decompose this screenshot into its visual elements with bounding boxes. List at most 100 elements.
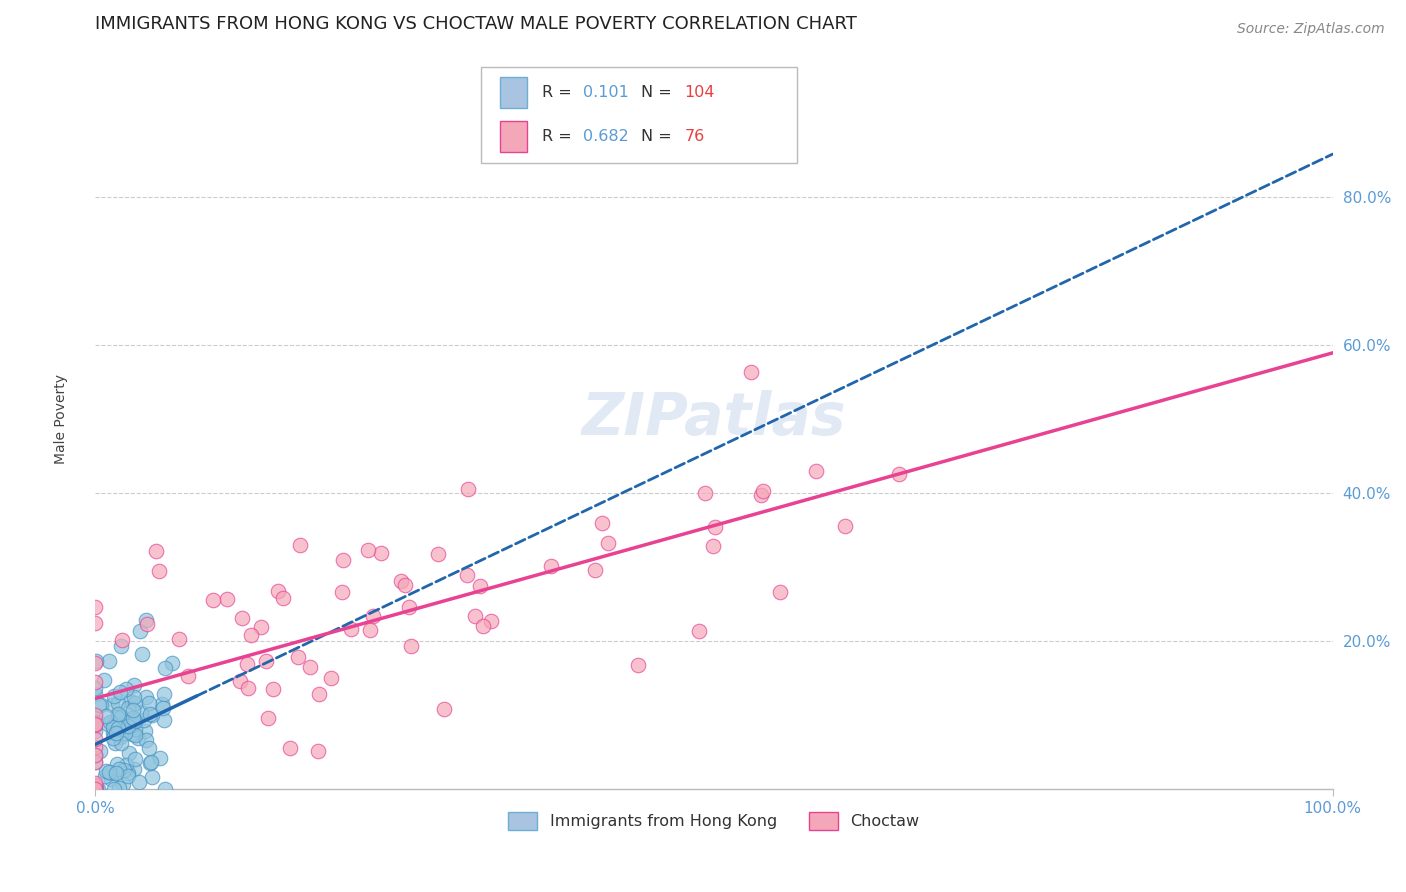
Point bbox=[111, 710, 134, 724]
Point bbox=[472, 619, 495, 633]
Point bbox=[101, 720, 124, 734]
Point bbox=[86, 781, 108, 796]
Point bbox=[84, 781, 107, 796]
Point bbox=[84, 681, 107, 696]
Point bbox=[290, 538, 312, 552]
Point bbox=[96, 708, 118, 723]
Point bbox=[124, 696, 146, 710]
Point bbox=[84, 776, 107, 790]
Point bbox=[93, 673, 115, 688]
Point bbox=[112, 763, 135, 777]
Point bbox=[752, 484, 775, 499]
Point bbox=[115, 682, 138, 697]
Point bbox=[391, 574, 413, 588]
Point bbox=[84, 599, 107, 614]
Point bbox=[98, 654, 121, 668]
Point bbox=[231, 610, 253, 624]
Point bbox=[134, 713, 156, 727]
Point bbox=[103, 726, 125, 740]
Point bbox=[84, 778, 107, 792]
Point bbox=[114, 726, 136, 740]
Point bbox=[148, 564, 170, 578]
Point bbox=[84, 755, 107, 769]
Text: Source: ZipAtlas.com: Source: ZipAtlas.com bbox=[1237, 22, 1385, 37]
Point bbox=[703, 519, 725, 533]
Point bbox=[84, 711, 107, 725]
Point bbox=[217, 592, 239, 607]
Point bbox=[108, 708, 131, 723]
Point bbox=[110, 717, 132, 731]
Text: R =: R = bbox=[541, 128, 576, 144]
Text: 0.101: 0.101 bbox=[582, 86, 628, 100]
Point bbox=[107, 762, 129, 776]
Point bbox=[101, 724, 124, 739]
Point bbox=[250, 620, 273, 634]
Point bbox=[468, 579, 491, 593]
Point bbox=[84, 714, 107, 729]
Point bbox=[688, 624, 710, 639]
Point bbox=[278, 741, 301, 756]
Point bbox=[107, 722, 129, 736]
Point bbox=[120, 718, 142, 732]
Point bbox=[120, 716, 142, 731]
Point bbox=[84, 748, 107, 763]
Point bbox=[357, 542, 380, 557]
Point bbox=[122, 711, 145, 725]
Point bbox=[84, 756, 107, 770]
Point bbox=[627, 658, 650, 673]
Point bbox=[702, 539, 724, 553]
Point bbox=[104, 718, 127, 732]
Point bbox=[145, 543, 167, 558]
Point bbox=[177, 669, 200, 683]
Text: N =: N = bbox=[641, 86, 676, 100]
Point bbox=[110, 710, 132, 724]
Point bbox=[84, 732, 107, 747]
Point bbox=[100, 766, 122, 780]
Point bbox=[135, 690, 157, 704]
Point bbox=[271, 591, 294, 605]
Point bbox=[110, 731, 132, 745]
Point bbox=[236, 681, 259, 695]
Point bbox=[84, 740, 107, 755]
Point bbox=[117, 719, 139, 733]
Point bbox=[100, 772, 122, 786]
Point bbox=[117, 700, 139, 714]
Point bbox=[111, 633, 134, 648]
Point bbox=[456, 567, 478, 582]
FancyBboxPatch shape bbox=[481, 67, 797, 163]
Point bbox=[287, 650, 309, 665]
Point bbox=[103, 781, 125, 796]
Point bbox=[152, 701, 174, 715]
Text: 76: 76 bbox=[685, 128, 704, 144]
Point bbox=[370, 546, 392, 560]
Point bbox=[167, 632, 190, 647]
Point bbox=[138, 696, 160, 710]
Point bbox=[141, 708, 163, 723]
Point bbox=[87, 698, 110, 712]
Point bbox=[97, 765, 120, 780]
Point bbox=[122, 690, 145, 705]
Point bbox=[84, 718, 107, 732]
Point bbox=[86, 654, 108, 668]
Point bbox=[112, 777, 135, 791]
Point bbox=[321, 671, 343, 685]
Point bbox=[228, 673, 250, 688]
Point bbox=[332, 553, 354, 567]
Point bbox=[118, 746, 141, 760]
Point bbox=[457, 482, 479, 496]
Point bbox=[121, 702, 143, 716]
Point bbox=[887, 467, 910, 481]
Point bbox=[128, 774, 150, 789]
Point bbox=[104, 766, 127, 780]
Point bbox=[105, 756, 128, 771]
Point bbox=[583, 563, 606, 577]
Point bbox=[693, 486, 716, 500]
Point bbox=[464, 608, 486, 623]
Point bbox=[394, 578, 416, 592]
Y-axis label: Male Poverty: Male Poverty bbox=[53, 374, 67, 464]
Point bbox=[107, 706, 129, 721]
Point bbox=[254, 654, 277, 668]
Point bbox=[257, 710, 280, 724]
Point bbox=[540, 559, 562, 574]
Point bbox=[84, 724, 107, 739]
